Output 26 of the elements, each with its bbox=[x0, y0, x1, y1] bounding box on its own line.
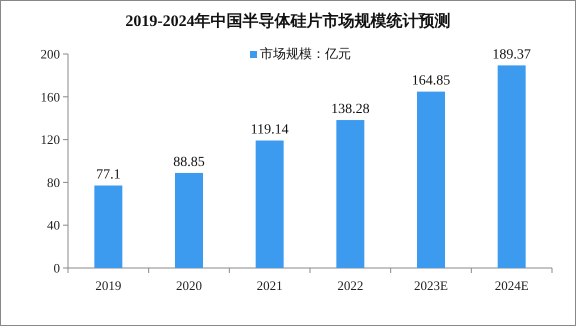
x-tick-label: 2021 bbox=[256, 278, 283, 293]
legend: 市场规模：亿元 bbox=[250, 47, 351, 62]
x-tick-label: 2022 bbox=[337, 278, 364, 293]
chart-title: 2019-2024年中国半导体硅片市场规模统计预测 bbox=[125, 12, 451, 30]
data-label: 138.28 bbox=[331, 102, 370, 118]
data-label: 189.37 bbox=[492, 47, 531, 62]
data-label: 164.85 bbox=[412, 74, 450, 89]
y-tick-label: 160 bbox=[40, 89, 60, 104]
y-tick-label: 120 bbox=[40, 132, 60, 148]
y-tick-label: 40 bbox=[47, 218, 60, 233]
x-tick-label: 2024E bbox=[494, 278, 529, 293]
data-label: 88.85 bbox=[173, 154, 205, 170]
y-tick-label: 80 bbox=[47, 174, 60, 190]
bar bbox=[94, 186, 122, 268]
x-tick-label: 2023E bbox=[414, 278, 448, 293]
bar bbox=[417, 92, 445, 268]
bar bbox=[175, 172, 203, 268]
data-label: 77.1 bbox=[96, 168, 121, 183]
y-tick-label: 0 bbox=[54, 260, 60, 276]
bar bbox=[498, 65, 526, 268]
x-tick-label: 2020 bbox=[176, 278, 202, 293]
bar bbox=[256, 140, 284, 268]
data-label: 119.14 bbox=[250, 122, 289, 138]
bar bbox=[336, 120, 364, 268]
x-tick-label: 2019 bbox=[95, 278, 122, 293]
y-tick-label: 200 bbox=[40, 46, 60, 62]
